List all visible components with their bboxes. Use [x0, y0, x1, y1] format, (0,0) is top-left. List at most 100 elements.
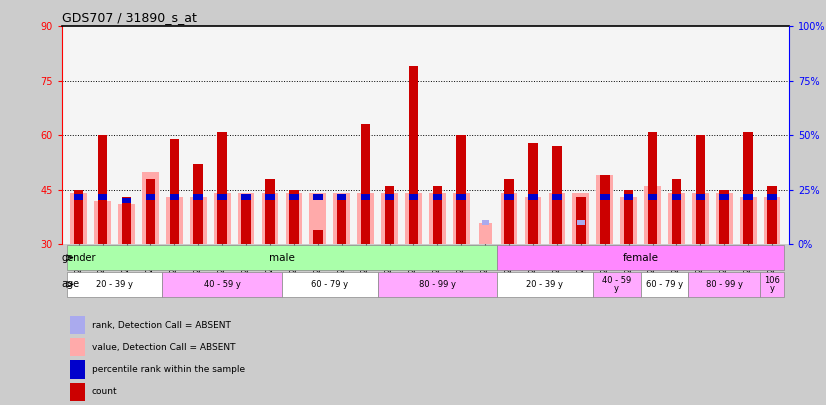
Bar: [525, 197, 541, 244]
Bar: [361, 194, 370, 200]
Bar: [478, 223, 491, 244]
Bar: [286, 194, 302, 244]
Bar: [695, 135, 705, 244]
Bar: [760, 272, 784, 297]
Bar: [688, 272, 760, 297]
Bar: [641, 272, 688, 297]
Bar: [457, 194, 466, 200]
Text: 40 - 59 y: 40 - 59 y: [204, 280, 240, 289]
Bar: [310, 194, 326, 244]
Bar: [624, 194, 634, 200]
Bar: [313, 230, 323, 244]
Bar: [692, 194, 709, 244]
Bar: [695, 194, 705, 200]
Bar: [740, 197, 757, 244]
Bar: [193, 194, 203, 200]
Bar: [241, 197, 251, 244]
Bar: [743, 132, 753, 244]
Bar: [97, 194, 107, 200]
Bar: [644, 186, 661, 244]
Bar: [217, 194, 227, 200]
Bar: [409, 194, 418, 200]
Bar: [289, 194, 299, 200]
Bar: [743, 194, 753, 200]
Bar: [409, 66, 418, 244]
Bar: [94, 201, 111, 244]
Bar: [596, 175, 613, 244]
Bar: [169, 194, 179, 200]
Bar: [238, 194, 254, 244]
Bar: [145, 179, 155, 244]
Bar: [764, 197, 781, 244]
Bar: [620, 197, 637, 244]
Text: rank, Detection Call = ABSENT: rank, Detection Call = ABSENT: [92, 320, 230, 330]
Text: 80 - 99 y: 80 - 99 y: [419, 280, 456, 289]
Bar: [497, 272, 593, 297]
Bar: [357, 194, 374, 244]
Bar: [576, 197, 586, 244]
Bar: [163, 272, 282, 297]
Bar: [505, 194, 514, 200]
Text: 80 - 99 y: 80 - 99 y: [705, 280, 743, 289]
Bar: [377, 272, 497, 297]
Text: age: age: [61, 279, 79, 289]
Text: 40 - 59
y: 40 - 59 y: [602, 276, 631, 293]
Bar: [67, 245, 497, 271]
Bar: [482, 220, 489, 225]
Bar: [719, 190, 729, 244]
Bar: [337, 194, 346, 200]
Bar: [385, 194, 394, 200]
Bar: [648, 194, 657, 200]
Bar: [97, 135, 107, 244]
Bar: [74, 190, 83, 244]
Bar: [74, 194, 83, 200]
Bar: [169, 139, 179, 244]
Text: 60 - 79 y: 60 - 79 y: [646, 280, 683, 289]
Bar: [767, 194, 777, 200]
Bar: [313, 194, 323, 200]
Bar: [337, 197, 346, 244]
Bar: [552, 194, 562, 200]
Bar: [121, 197, 131, 244]
Text: 106
y: 106 y: [764, 276, 780, 293]
Bar: [265, 179, 275, 244]
Bar: [142, 172, 159, 244]
Bar: [716, 194, 733, 244]
Bar: [433, 194, 442, 200]
Text: female: female: [623, 253, 658, 263]
Bar: [672, 179, 681, 244]
Text: gender: gender: [61, 253, 96, 263]
Bar: [265, 194, 275, 200]
Bar: [118, 205, 135, 244]
Bar: [70, 194, 87, 244]
Text: value, Detection Call = ABSENT: value, Detection Call = ABSENT: [92, 343, 235, 352]
Bar: [145, 194, 155, 200]
Text: 60 - 79 y: 60 - 79 y: [311, 280, 349, 289]
Bar: [166, 197, 183, 244]
Text: male: male: [269, 253, 295, 263]
Bar: [719, 194, 729, 200]
Bar: [548, 194, 565, 244]
Bar: [217, 132, 227, 244]
Bar: [457, 135, 466, 244]
Bar: [121, 198, 131, 203]
Bar: [577, 220, 585, 225]
Text: 20 - 39 y: 20 - 39 y: [526, 280, 563, 289]
Bar: [361, 124, 370, 244]
Bar: [505, 179, 514, 244]
Bar: [214, 194, 230, 244]
Bar: [433, 186, 442, 244]
Bar: [67, 272, 163, 297]
Text: 20 - 39 y: 20 - 39 y: [96, 280, 133, 289]
Bar: [767, 186, 777, 244]
Bar: [497, 245, 784, 271]
Bar: [668, 194, 685, 244]
Bar: [262, 194, 278, 244]
Text: percentile rank within the sample: percentile rank within the sample: [92, 365, 244, 374]
Text: GDS707 / 31890_s_at: GDS707 / 31890_s_at: [62, 11, 197, 24]
Bar: [190, 197, 206, 244]
Bar: [624, 190, 634, 244]
Bar: [241, 194, 251, 200]
Bar: [672, 194, 681, 200]
Bar: [334, 194, 350, 244]
